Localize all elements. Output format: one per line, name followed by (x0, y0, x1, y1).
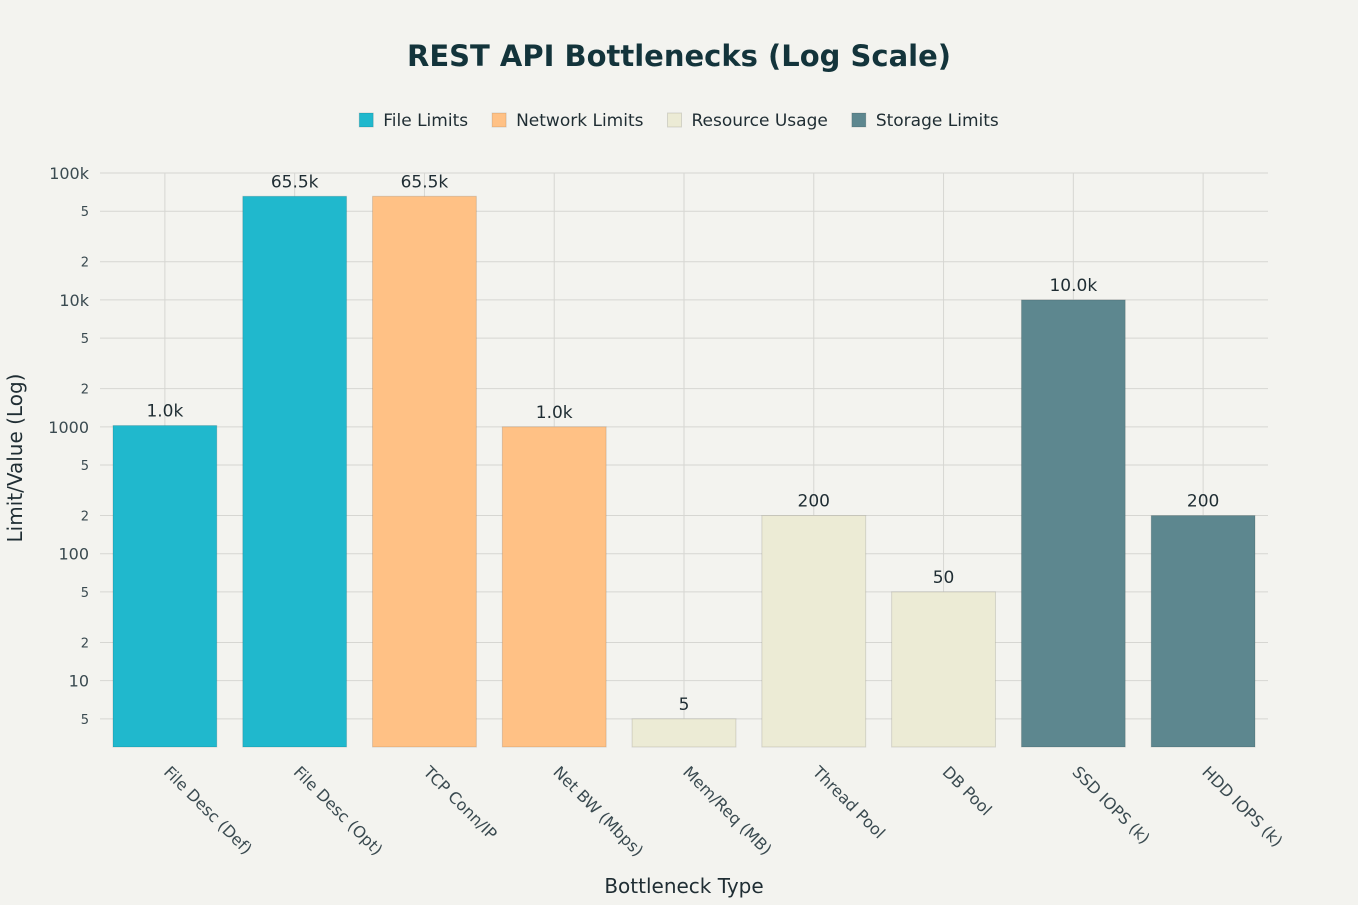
y-tick-label: 5 (81, 205, 89, 220)
bar (1020, 299, 1126, 748)
x-tick-label: File Desc (Opt) (290, 762, 387, 859)
x-tick-label: DB Pool (939, 762, 996, 819)
y-tick-label: 5 (81, 332, 89, 347)
bar-value-label: 50 (933, 568, 955, 588)
y-tick-label: 2 (81, 256, 89, 271)
legend-swatch (666, 112, 682, 128)
legend-label: Storage Limits (876, 111, 999, 131)
legend-item[interactable]: Storage Limits (851, 111, 999, 131)
y-tick-label: 100 (58, 545, 89, 564)
bar-value-label: 200 (1187, 492, 1219, 512)
bar-value-label: 65.5k (401, 172, 449, 192)
bar (112, 425, 218, 748)
y-tick-label: 5 (81, 459, 89, 474)
legend-label: File Limits (383, 111, 468, 131)
bar (372, 195, 477, 748)
bar-value-label: 10.0k (1049, 276, 1097, 296)
bar-value-label: 1.0k (146, 402, 183, 422)
bar-labels-layer: 1.0k 65.5k 65.5k 1.0k 5 200 50 10.0k 200 (146, 172, 1219, 715)
y-tick-label: 10k (59, 291, 89, 310)
bar-value-label: 5 (679, 695, 690, 715)
bars-layer (112, 195, 1256, 748)
bar (761, 515, 867, 748)
bar-value-label: 1.0k (536, 403, 573, 423)
bar (501, 426, 607, 748)
legend[interactable]: File Limits Network Limits Resource Usage S… (358, 111, 999, 131)
y-tick-label: 2 (81, 383, 89, 398)
legend-swatch (358, 112, 374, 128)
y-tick-label: 100k (49, 164, 90, 183)
legend-swatch (491, 112, 507, 128)
x-tick-label: HDD IOPS (k) (1198, 762, 1286, 850)
chart-title: REST API Bottlenecks (Log Scale) (407, 39, 951, 73)
y-tick-label: 5 (81, 586, 89, 601)
y-tick-label: 1000 (48, 418, 89, 437)
x-axis-ticks: File Desc (Def) File Desc (Opt) TCP Conn/I… (160, 762, 1286, 861)
bar (1150, 515, 1256, 748)
x-tick-label: TCP Conn/IP (419, 762, 501, 844)
y-tick-label: 2 (81, 636, 89, 651)
y-tick-label: 2 (81, 510, 89, 525)
bar (631, 718, 737, 748)
y-axis-title: Limit/Value (Log) (3, 374, 27, 543)
legend-item[interactable]: File Limits (358, 111, 468, 131)
x-tick-label: Thread Pool (808, 762, 889, 843)
bar (242, 195, 348, 748)
x-tick-label: Net BW (Mbps) (549, 762, 647, 860)
y-tick-label: 10 (69, 672, 89, 691)
x-tick-label: File Desc (Def) (160, 762, 256, 858)
y-tick-label: 5 (81, 713, 89, 728)
x-axis-title: Bottleneck Type (604, 874, 763, 898)
legend-label: Resource Usage (691, 111, 827, 131)
bar-value-label: 65.5k (271, 172, 319, 192)
x-tick-label: SSD IOPS (k) (1069, 762, 1154, 847)
y-axis-ticks: 10 100 1000 10k 100k 5 2 5 2 5 2 5 2 5 (48, 164, 89, 728)
bar-value-label: 200 (798, 492, 830, 512)
legend-swatch (851, 112, 867, 128)
legend-label: Network Limits (516, 111, 644, 131)
legend-item[interactable]: Resource Usage (666, 111, 828, 131)
bar (891, 591, 996, 748)
x-tick-label: Mem/Req (MB) (679, 762, 775, 858)
legend-item[interactable]: Network Limits (491, 111, 644, 131)
